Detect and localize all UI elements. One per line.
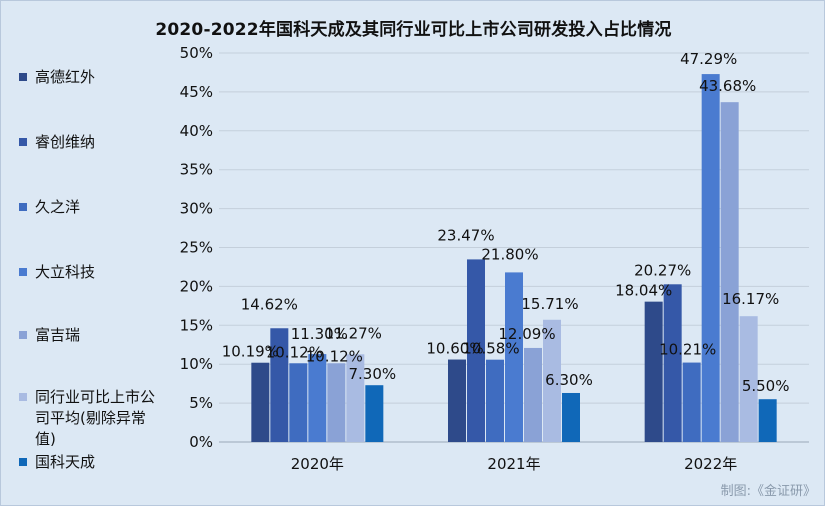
legend-swatch: [19, 268, 27, 276]
legend-label: 国科天成: [35, 453, 96, 471]
bar: [682, 362, 701, 442]
y-axis-ticks: 0% 5% 10% 15% 20% 25% 30% 35% 40% 45% 50%: [180, 44, 213, 451]
legend-item-ruichuang: 睿创维纳: [19, 132, 209, 153]
bar: [486, 359, 504, 442]
x-tick-label: 2022年: [684, 455, 737, 473]
data-label: 43.68%: [699, 77, 756, 95]
data-label: 6.30%: [545, 371, 593, 389]
legend-label: 睿创维纳: [35, 133, 96, 151]
y-tick-label: 0%: [189, 433, 213, 451]
data-label: 10.19%: [222, 343, 279, 361]
bar: [644, 301, 663, 442]
bar: [448, 359, 466, 442]
credit-text: 制图:《金证研》: [720, 484, 816, 499]
data-label: 7.30%: [349, 365, 397, 383]
bar: [505, 272, 523, 442]
y-tick-label: 45%: [180, 83, 213, 101]
bar: [270, 328, 289, 442]
data-label: 10.12%: [266, 343, 323, 361]
legend-swatch: [19, 458, 27, 466]
data-label: 47.29%: [680, 50, 737, 68]
y-tick-label: 35%: [180, 161, 213, 179]
x-axis-ticks: 2020年 2021年 2022年: [291, 455, 738, 473]
data-label: 18.04%: [615, 282, 672, 300]
legend-swatch: [19, 331, 27, 339]
bar: [467, 259, 485, 442]
y-tick-label: 5%: [189, 394, 213, 412]
legend-item-peer-average: 同行业可比上市公司平均(剔除异常值): [19, 387, 169, 450]
x-tick-label: 2020年: [291, 455, 344, 473]
data-label: 20.27%: [634, 261, 691, 279]
legend-item-dali: 大立科技: [19, 262, 209, 283]
legend-swatch: [19, 73, 27, 81]
bar: [346, 354, 365, 442]
legend-swatch: [19, 393, 27, 401]
data-label: 21.80%: [481, 245, 538, 263]
legend-item-gaode: 高德红外: [19, 67, 209, 88]
legend-label: 富吉瑞: [35, 326, 81, 344]
data-label: 10.21%: [659, 341, 716, 359]
x-tick-label: 2021年: [487, 455, 540, 473]
bar: [251, 362, 270, 442]
data-label: 10.58%: [462, 340, 519, 358]
y-tick-label: 20%: [180, 277, 213, 295]
data-label: 14.62%: [241, 295, 298, 313]
bar: [308, 354, 327, 442]
data-label: 5.50%: [742, 377, 790, 395]
y-tick-label: 30%: [180, 200, 213, 218]
y-tick-label: 10%: [180, 355, 213, 373]
y-tick-label: 15%: [180, 316, 213, 334]
legend-item-guoke: 国科天成: [19, 452, 209, 473]
legend-swatch: [19, 138, 27, 146]
y-tick-label: 50%: [180, 44, 213, 62]
legend-label: 高德红外: [35, 68, 96, 86]
bar: [720, 102, 739, 442]
data-label: 10.12%: [306, 347, 363, 365]
data-label: 12.09%: [498, 325, 555, 343]
bar: [327, 363, 346, 442]
data-label: 15.71%: [521, 295, 578, 313]
data-label: 10.60%: [426, 340, 483, 358]
y-tick-label: 40%: [180, 122, 213, 140]
legend-label: 大立科技: [35, 263, 96, 281]
legend-item-fujirui: 富吉瑞: [19, 325, 209, 346]
bar: [758, 399, 777, 442]
bar: [739, 316, 758, 442]
chart-title: 2020-2022年国科天成及其同行业可比上市公司研发投入占比情况: [155, 20, 672, 40]
data-labels: 10.19%14.62%10.12%11.30%10.12%11.27%7.30…: [222, 50, 790, 395]
legend-label: 同行业可比上市公司平均(剔除异常值): [35, 388, 156, 448]
y-tick-label: 25%: [180, 239, 213, 257]
bar: [701, 74, 720, 442]
legend-item-jiuzhiyang: 久之洋: [19, 197, 209, 218]
bar: [524, 347, 542, 442]
bar: [562, 392, 580, 442]
bar: [365, 385, 384, 442]
bar: [289, 363, 308, 442]
bar: [543, 319, 561, 442]
bars: [251, 74, 777, 442]
data-label: 11.27%: [325, 324, 382, 342]
data-label: 23.47%: [437, 226, 494, 244]
data-label: 11.30%: [291, 325, 348, 343]
data-label: 16.17%: [722, 290, 779, 308]
bar: [663, 284, 682, 442]
legend-label: 久之洋: [35, 198, 81, 216]
legend-swatch: [19, 203, 27, 211]
